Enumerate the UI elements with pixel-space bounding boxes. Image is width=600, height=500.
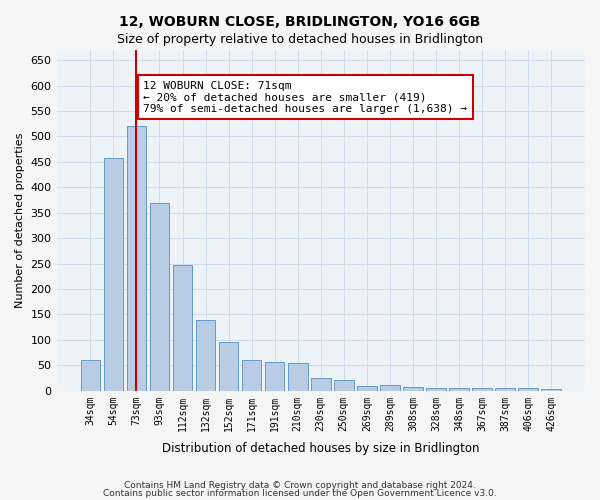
Y-axis label: Number of detached properties: Number of detached properties bbox=[15, 132, 25, 308]
Bar bbox=[311, 378, 331, 391]
Bar bbox=[426, 388, 446, 391]
Bar bbox=[127, 126, 146, 391]
X-axis label: Distribution of detached houses by size in Bridlington: Distribution of detached houses by size … bbox=[162, 442, 479, 455]
Bar bbox=[242, 360, 262, 391]
Text: Contains HM Land Registry data © Crown copyright and database right 2024.: Contains HM Land Registry data © Crown c… bbox=[124, 481, 476, 490]
Bar bbox=[541, 388, 561, 391]
Text: Contains public sector information licensed under the Open Government Licence v3: Contains public sector information licen… bbox=[103, 488, 497, 498]
Bar bbox=[334, 380, 353, 391]
Bar bbox=[496, 388, 515, 391]
Bar bbox=[472, 388, 492, 391]
Bar bbox=[80, 360, 100, 391]
Bar bbox=[357, 386, 377, 391]
Bar bbox=[196, 320, 215, 391]
Bar bbox=[403, 387, 423, 391]
Bar bbox=[380, 384, 400, 391]
Bar bbox=[219, 342, 238, 391]
Bar bbox=[288, 363, 308, 391]
Bar bbox=[104, 158, 123, 391]
Text: 12, WOBURN CLOSE, BRIDLINGTON, YO16 6GB: 12, WOBURN CLOSE, BRIDLINGTON, YO16 6GB bbox=[119, 15, 481, 29]
Text: Size of property relative to detached houses in Bridlington: Size of property relative to detached ho… bbox=[117, 32, 483, 46]
Bar bbox=[149, 202, 169, 391]
Bar bbox=[173, 264, 193, 391]
Bar bbox=[518, 388, 538, 391]
Bar bbox=[449, 388, 469, 391]
Text: 12 WOBURN CLOSE: 71sqm
← 20% of detached houses are smaller (419)
79% of semi-de: 12 WOBURN CLOSE: 71sqm ← 20% of detached… bbox=[143, 80, 467, 114]
Bar bbox=[265, 362, 284, 391]
